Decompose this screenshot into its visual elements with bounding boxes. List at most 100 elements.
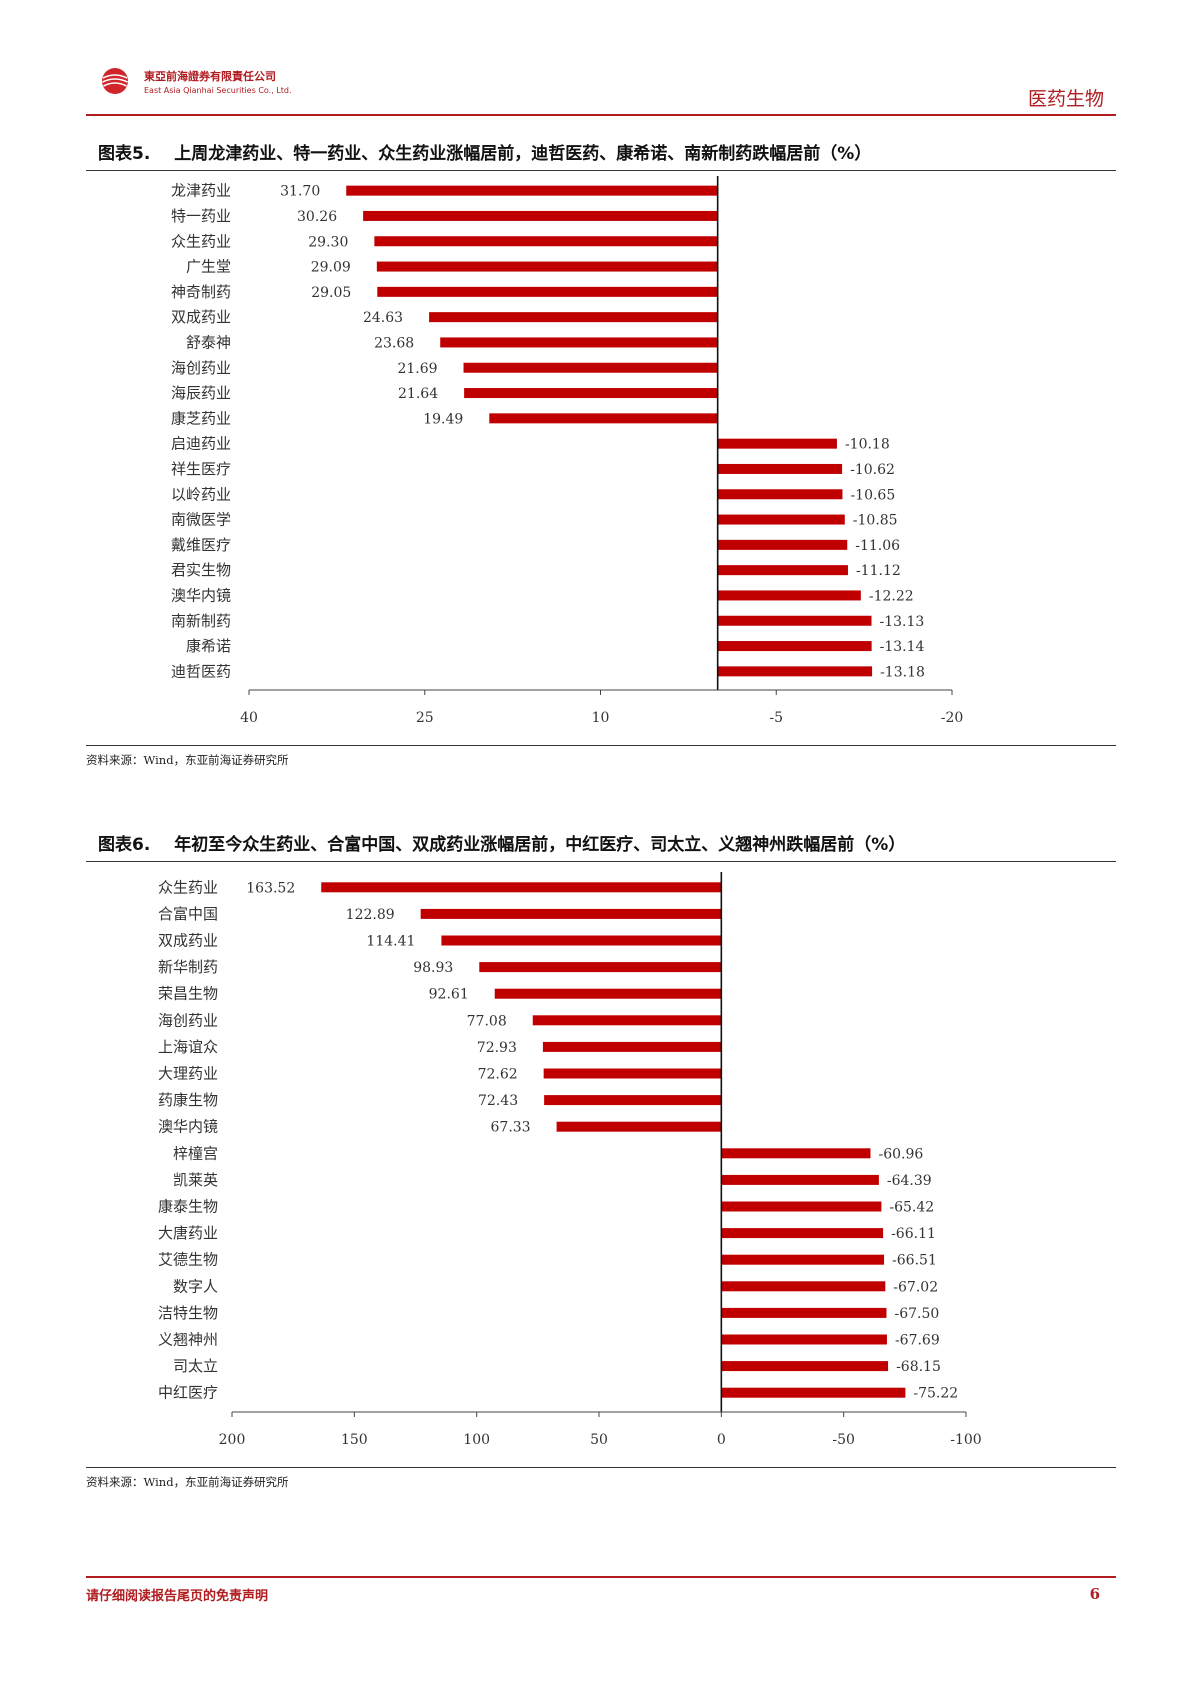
figure-5-label: 图表5. bbox=[98, 144, 151, 164]
category-label: 海创药业 bbox=[158, 1011, 218, 1029]
data-label: -67.50 bbox=[894, 1306, 939, 1322]
data-label: -60.96 bbox=[878, 1146, 923, 1162]
category-label: 澳华内镜 bbox=[171, 586, 231, 604]
data-label: -67.02 bbox=[893, 1279, 938, 1295]
category-label: 广生堂 bbox=[186, 258, 231, 276]
data-label: -66.11 bbox=[891, 1226, 936, 1242]
bar bbox=[489, 413, 718, 424]
figure-5-title: 图表5. 上周龙津药业、特一药业、众生药业涨幅居前，迪哲医药、康希诺、南新制药跌幅… bbox=[86, 143, 1116, 171]
data-label: 21.64 bbox=[398, 386, 438, 402]
x-tick-label: 150 bbox=[341, 1432, 368, 1448]
x-tick-label: 200 bbox=[219, 1432, 246, 1448]
category-label: 海创药业 bbox=[171, 359, 231, 377]
company-name: 東亞前海證券有限責任公司 East Asia Qianhai Securitie… bbox=[144, 68, 292, 95]
bar bbox=[542, 1041, 722, 1052]
category-label: 以岭药业 bbox=[171, 485, 231, 503]
data-label: 114.41 bbox=[366, 934, 415, 950]
data-label: -64.39 bbox=[887, 1173, 932, 1189]
bar-chart-weekly: 龙津药业 31.70 特一药业 30.26 众生药业 29.30 广生堂 29.09 神奇制药 2… bbox=[171, 176, 963, 726]
category-label: 数字人 bbox=[173, 1277, 218, 1295]
category-label: 双成药业 bbox=[158, 932, 218, 950]
category-label: 南新制药 bbox=[171, 612, 231, 630]
x-tick-label: 40 bbox=[240, 710, 258, 726]
logo-globe-icon bbox=[102, 68, 128, 94]
data-label: 21.69 bbox=[397, 361, 437, 377]
bar bbox=[721, 1387, 906, 1398]
company-name-en: East Asia Qianhai Securities Co., Ltd. bbox=[144, 86, 292, 95]
bar bbox=[721, 1148, 871, 1159]
x-tick-label: 100 bbox=[463, 1432, 490, 1448]
category-label: 荣昌生物 bbox=[158, 985, 218, 1003]
bar bbox=[420, 908, 722, 919]
bar bbox=[376, 261, 718, 272]
data-label: 72.93 bbox=[477, 1040, 517, 1056]
figure-6-chart: 众生药业 163.52 合富中国 122.89 双成药业 114.41 新华制药 98.93 荣… bbox=[86, 866, 1116, 1466]
bar bbox=[721, 1307, 887, 1318]
figure-5-chart: 龙津药业 31.70 特一药业 30.26 众生药业 29.30 广生堂 29.09 神奇制药 2… bbox=[86, 174, 1116, 744]
category-label: 上海谊众 bbox=[158, 1038, 218, 1056]
category-label: 众生药业 bbox=[171, 232, 231, 250]
data-label: -10.18 bbox=[845, 437, 890, 453]
bar bbox=[717, 514, 845, 525]
x-tick-label: 25 bbox=[416, 710, 434, 726]
bar bbox=[463, 362, 718, 373]
category-label: 合富中国 bbox=[158, 905, 218, 923]
data-label: 29.05 bbox=[311, 285, 351, 301]
data-label: 98.93 bbox=[413, 960, 453, 976]
page-footer: 请仔细阅读报告尾页的免责声明 6 bbox=[86, 1576, 1116, 1604]
bar bbox=[717, 539, 848, 550]
category-label: 康泰生物 bbox=[158, 1198, 218, 1216]
bar bbox=[479, 962, 722, 973]
bar bbox=[441, 935, 722, 946]
category-label: 司太立 bbox=[173, 1357, 218, 1375]
bar bbox=[717, 641, 872, 652]
company-name-cn: 東亞前海證券有限責任公司 bbox=[144, 70, 276, 83]
figure-6-source: 资料来源：Wind，东亚前海证券研究所 bbox=[86, 1467, 1116, 1490]
bar bbox=[721, 1334, 887, 1345]
bar bbox=[717, 666, 873, 677]
category-label: 迪哲医药 bbox=[171, 662, 231, 680]
category-label: 舒泰神 bbox=[186, 333, 231, 351]
category-label: 洁特生物 bbox=[158, 1304, 218, 1322]
category-label: 君实生物 bbox=[171, 561, 231, 579]
section-name: 医药生物 bbox=[1027, 88, 1104, 110]
data-label: 29.30 bbox=[308, 234, 348, 250]
category-label: 梓橦宫 bbox=[173, 1144, 218, 1162]
data-label: -13.13 bbox=[880, 614, 925, 630]
bar bbox=[717, 438, 837, 449]
figure-6-title: 图表6. 年初至今众生药业、合富中国、双成药业涨幅居前，中红医疗、司太立、义翘神州… bbox=[86, 834, 1116, 862]
category-label: 康希诺 bbox=[186, 637, 231, 655]
bar bbox=[429, 312, 718, 323]
x-tick-label: 10 bbox=[592, 710, 610, 726]
category-label: 药康生物 bbox=[158, 1091, 218, 1109]
data-label: -11.12 bbox=[856, 563, 901, 579]
bar bbox=[721, 1174, 879, 1185]
bar bbox=[556, 1121, 722, 1132]
category-label: 戴维医疗 bbox=[171, 536, 231, 554]
bar bbox=[321, 882, 722, 893]
category-label: 艾德生物 bbox=[158, 1251, 218, 1269]
figure-5-source: 资料来源：Wind，东亚前海证券研究所 bbox=[86, 745, 1116, 768]
data-label: 163.52 bbox=[246, 880, 295, 896]
category-label: 双成药业 bbox=[171, 308, 231, 326]
data-label: 72.43 bbox=[478, 1093, 518, 1109]
bar bbox=[717, 615, 872, 626]
data-label: 30.26 bbox=[297, 209, 337, 225]
page-number: 6 bbox=[1089, 1585, 1100, 1603]
data-label: -10.62 bbox=[850, 462, 895, 478]
data-label: 72.62 bbox=[478, 1067, 518, 1083]
disclaimer-text: 请仔细阅读报告尾页的免责声明 bbox=[86, 1589, 269, 1604]
bar bbox=[721, 1254, 885, 1265]
bar bbox=[377, 286, 718, 297]
bar bbox=[544, 1095, 722, 1106]
page-header: 東亞前海證券有限責任公司 East Asia Qianhai Securitie… bbox=[86, 60, 1116, 116]
category-label: 海辰药业 bbox=[171, 384, 231, 402]
data-label: 24.63 bbox=[363, 310, 403, 326]
category-label: 南微医学 bbox=[171, 511, 231, 529]
data-label: -67.69 bbox=[895, 1333, 940, 1349]
figure-6-title-text: 年初至今众生药业、合富中国、双成药业涨幅居前，中红医疗、司太立、义翘神州跌幅居前… bbox=[174, 835, 906, 855]
bar bbox=[717, 565, 848, 576]
x-tick-label: -100 bbox=[950, 1432, 981, 1448]
bar bbox=[543, 1068, 722, 1079]
category-label: 中红医疗 bbox=[158, 1384, 218, 1402]
